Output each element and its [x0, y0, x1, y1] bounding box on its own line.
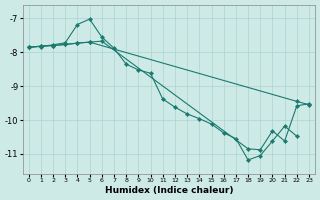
X-axis label: Humidex (Indice chaleur): Humidex (Indice chaleur): [105, 186, 233, 195]
